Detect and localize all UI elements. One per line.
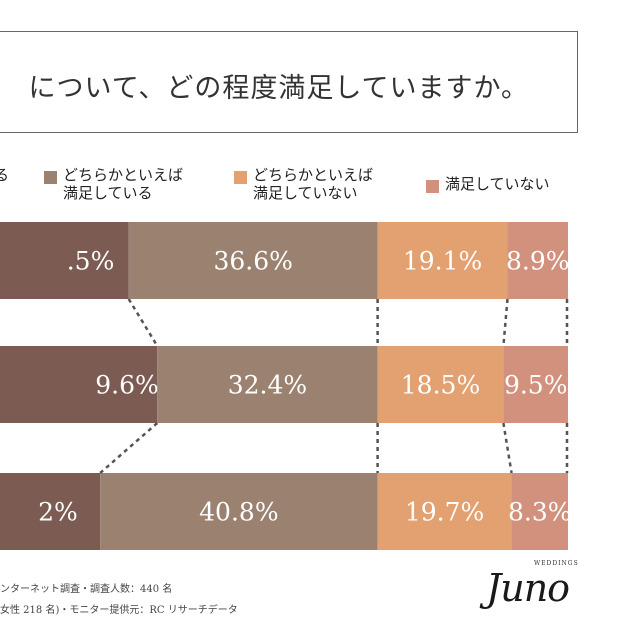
data-label: 40.8%	[199, 498, 278, 527]
bar-segment	[128, 222, 378, 299]
legend-label: 満足していない	[445, 175, 550, 193]
legend-item-unsatisfied: 満足していない	[426, 175, 550, 193]
bar-segment	[377, 222, 508, 299]
data-label: 18.5%	[401, 371, 480, 400]
data-label: 2%	[38, 498, 78, 527]
chart-title: について、どの程度満足していますか。	[28, 73, 529, 104]
data-label: 9.6%	[95, 371, 159, 400]
bar-segment	[377, 346, 504, 423]
bar-segment	[0, 473, 101, 550]
data-label: 8.3%	[508, 498, 572, 527]
logo-wordmark: Juno	[486, 566, 570, 610]
legend-swatch	[234, 171, 247, 184]
legend-swatch	[426, 180, 439, 193]
data-label: .5%	[67, 247, 115, 276]
legend-label: どちらかといえば 満足していない	[253, 166, 374, 202]
connector-line	[99, 422, 159, 474]
bar-segment	[377, 473, 512, 550]
data-label: 19.7%	[405, 498, 484, 527]
legend-item-satisfied: る	[0, 166, 9, 184]
legend-item-somewhat-satisfied: どちらかといえば 満足している	[44, 166, 183, 202]
juno-logo: WEDDINGS Juno	[486, 560, 586, 620]
logo-subtext: WEDDINGS	[534, 560, 579, 567]
bar-segment	[0, 222, 129, 299]
data-label: 36.6%	[213, 247, 292, 276]
bar-segment	[100, 473, 378, 550]
data-label: 19.1%	[403, 247, 482, 276]
bar-segment	[503, 346, 568, 423]
footer-note-survey: ンターネット調査・調査人数：440 名	[0, 584, 173, 595]
connector-line	[502, 422, 513, 474]
connector-line	[502, 298, 509, 347]
legend-item-somewhat-unsatisfied: どちらかといえば 満足していない	[234, 166, 373, 202]
bar-segment	[507, 222, 568, 299]
legend-swatch	[44, 171, 57, 184]
data-label: 32.4%	[228, 371, 307, 400]
bar-segment	[511, 473, 568, 550]
legend-label: る	[0, 166, 10, 184]
footer-note-source: 女性 218 名)・モニター提供元：RC リサーチデータ	[0, 605, 238, 616]
connector-line	[127, 298, 159, 347]
data-label: 8.9%	[506, 247, 570, 276]
bar-segment	[0, 346, 158, 423]
data-label: 9.5%	[504, 371, 568, 400]
bar-segment	[157, 346, 378, 423]
title-box: について、どの程度満足していますか。	[0, 31, 578, 133]
legend-label: どちらかといえば 満足している	[63, 166, 184, 202]
